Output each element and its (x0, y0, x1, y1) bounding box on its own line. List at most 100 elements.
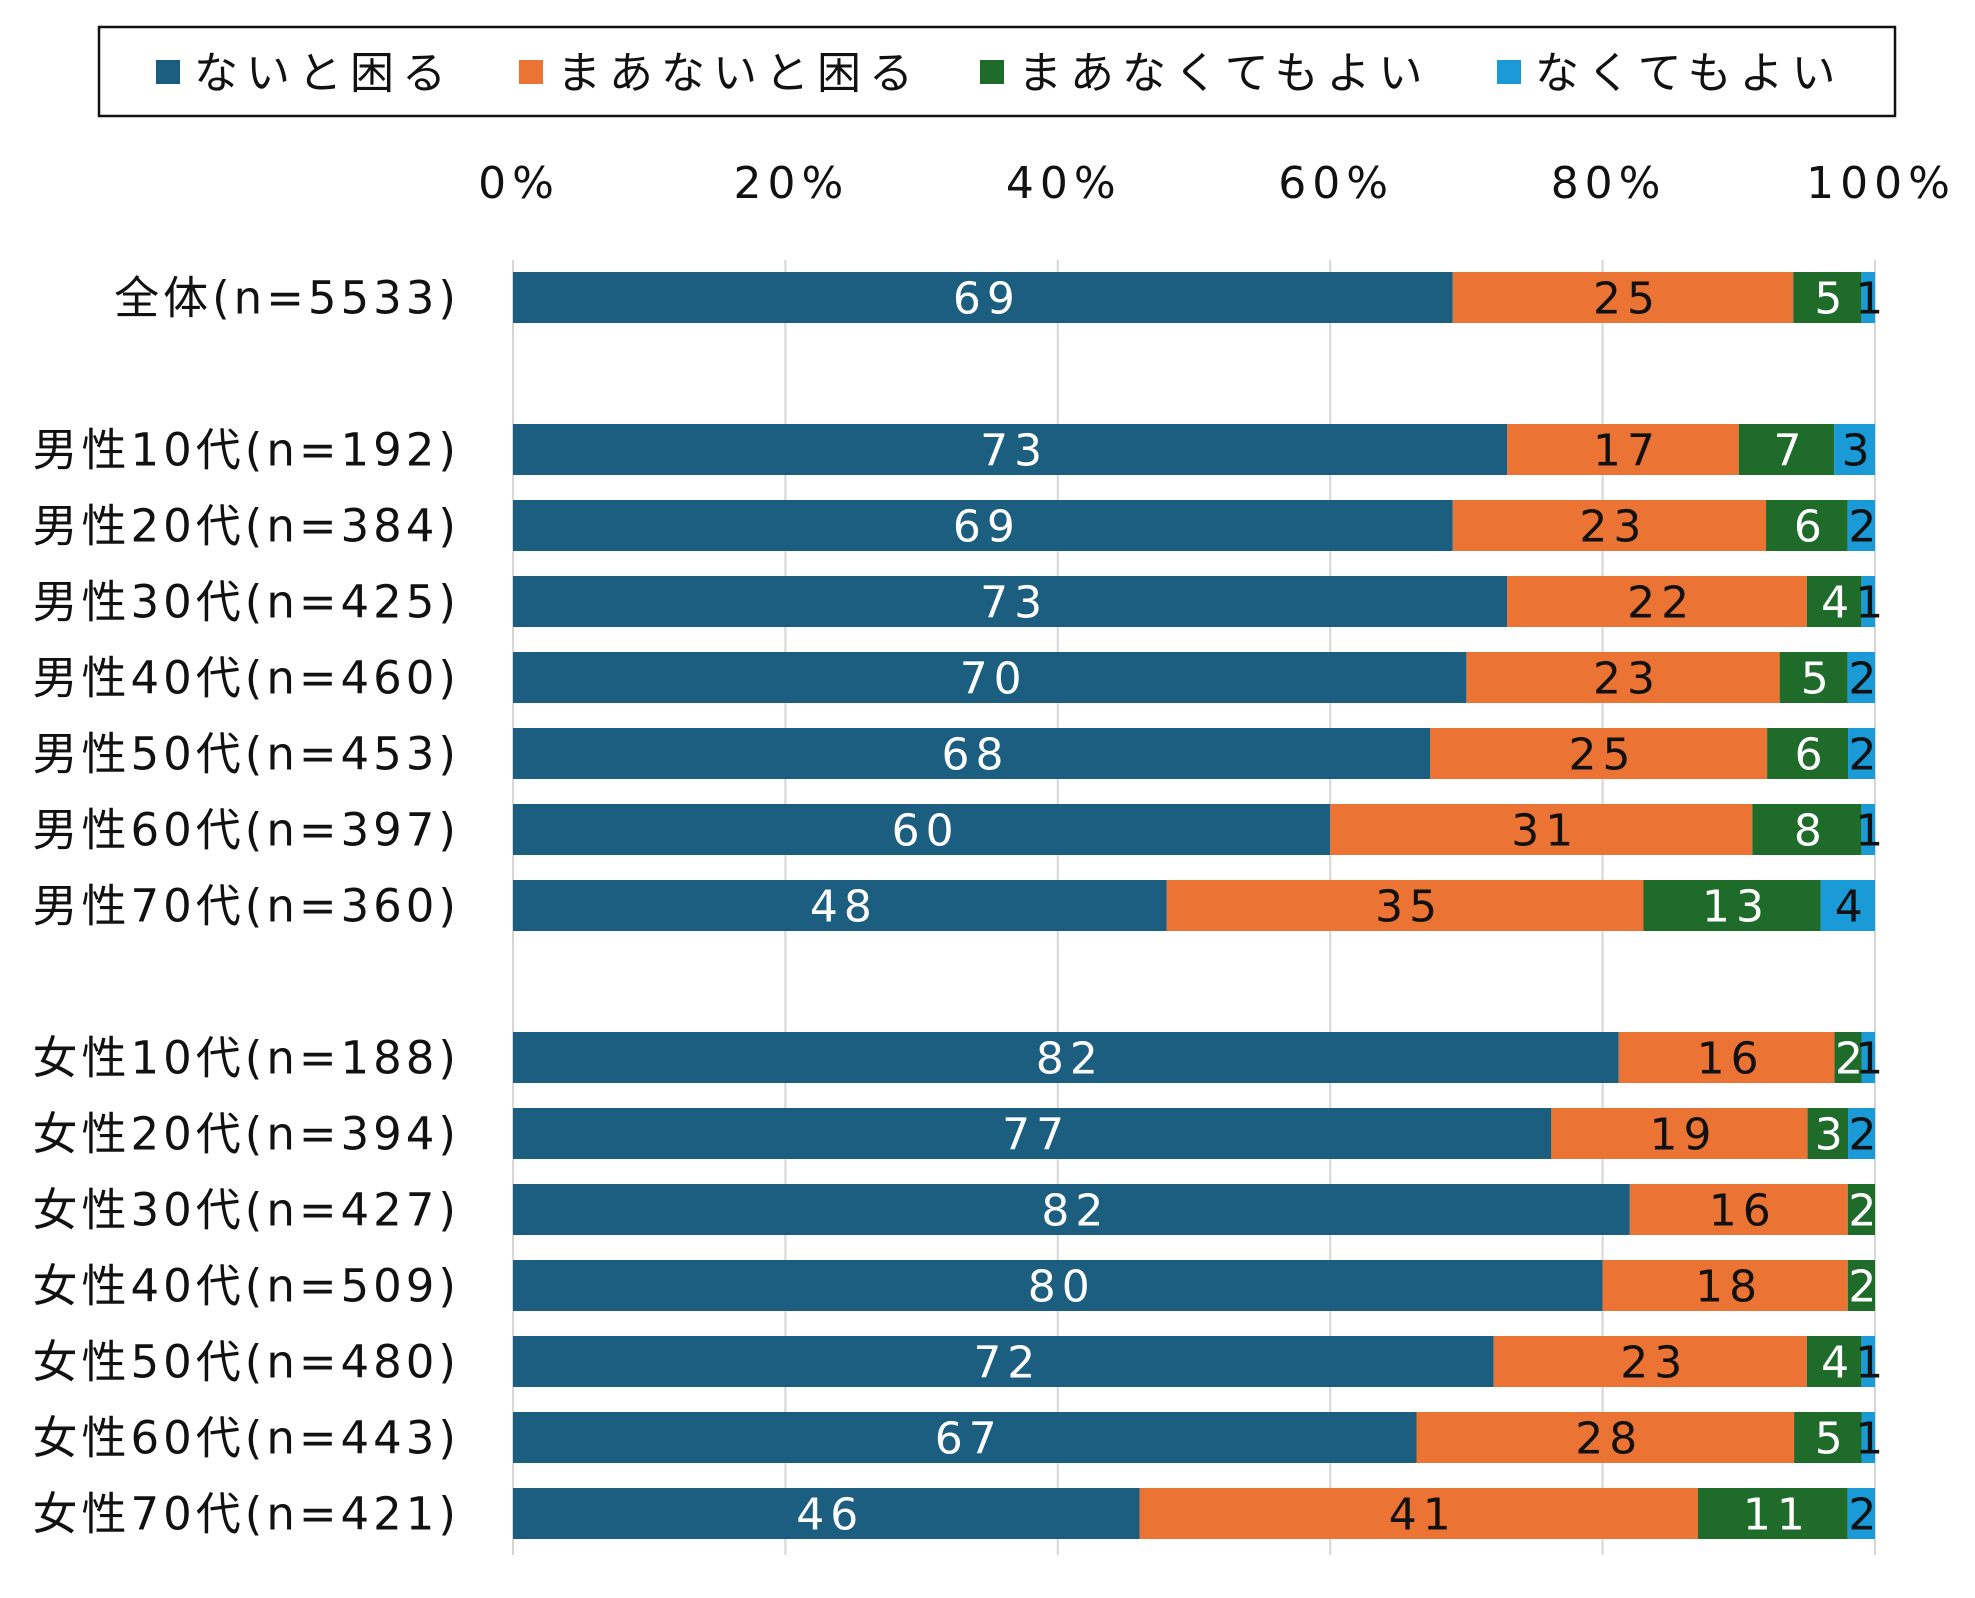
bar-segment (1806, 1336, 1862, 1387)
data-label: 41 (1389, 1490, 1457, 1541)
data-label: 70 (960, 654, 1028, 705)
category-label: 男性20代(n=384) (33, 500, 461, 553)
bar-segment (1847, 652, 1875, 703)
category-label: 男性70代(n=360) (33, 880, 461, 933)
bar-segment (1618, 1032, 1835, 1083)
data-label: 48 (810, 882, 878, 933)
bar-segment (513, 1260, 1603, 1311)
category-label: 男性50代(n=453) (33, 728, 461, 781)
data-label: 68 (941, 730, 1009, 781)
data-label: 25 (1593, 274, 1661, 325)
x-tick-label: 80% (1551, 158, 1667, 209)
bar-segment (513, 728, 1430, 779)
data-label: 69 (953, 274, 1021, 325)
category-label: 女性60代(n=443) (33, 1412, 461, 1465)
data-label: 4 (1835, 882, 1869, 933)
data-label: 18 (1695, 1262, 1763, 1313)
data-label: 2 (1848, 1262, 1882, 1313)
bar-segment (1507, 576, 1807, 627)
data-label: 5 (1815, 1414, 1849, 1465)
data-label: 1 (1855, 806, 1889, 857)
data-label: 82 (1036, 1034, 1104, 1085)
bar-segment (1643, 880, 1821, 931)
bar-segment (1820, 880, 1875, 931)
bar-segment (513, 1032, 1619, 1083)
bar-segment (1861, 272, 1875, 323)
legend-label: ないと困る (194, 48, 454, 99)
bar-segment (1330, 804, 1753, 855)
bar-segment (513, 576, 1508, 627)
category-label: 男性40代(n=460) (33, 652, 461, 705)
x-tick-label: 0% (478, 158, 560, 209)
data-label: 17 (1593, 426, 1661, 477)
data-label: 31 (1511, 806, 1579, 857)
data-label: 19 (1649, 1110, 1717, 1161)
data-label: 6 (1794, 502, 1828, 553)
data-label: 2 (1848, 502, 1882, 553)
bar-segment (513, 880, 1167, 931)
bar-segment (1807, 1108, 1849, 1159)
category-label: 男性10代(n=192) (33, 424, 461, 477)
bar-segment (513, 804, 1331, 855)
data-label: 2 (1848, 1186, 1882, 1237)
legend-items: ないと困る まあないと困る まあなくてもよい なくてもよい (156, 48, 1835, 99)
legend-swatch (1497, 60, 1521, 84)
bar-segment (1848, 728, 1875, 779)
x-axis-tick-labels: 0% 20% 40% 60% 80% 100% (478, 158, 1956, 209)
data-label: 46 (796, 1490, 864, 1541)
data-label: 1 (1855, 578, 1889, 629)
bar-segment (1861, 804, 1875, 855)
data-label: 23 (1593, 654, 1661, 705)
bar-segment (1847, 1184, 1875, 1235)
bar-segment (513, 1184, 1630, 1235)
bar-segment (1834, 1032, 1862, 1083)
data-label: 2 (1848, 1490, 1882, 1541)
data-label: 73 (980, 426, 1048, 477)
data-label: 77 (1002, 1110, 1070, 1161)
data-label: 67 (935, 1414, 1003, 1465)
bar-segment (1861, 1032, 1875, 1083)
bar-segment (513, 652, 1467, 703)
bar-segment (513, 1488, 1140, 1539)
bar-segment (1166, 880, 1644, 931)
bar-segment (513, 1336, 1494, 1387)
bar-segment (1416, 1412, 1795, 1463)
data-label: 4 (1821, 578, 1855, 629)
data-label: 1 (1855, 1414, 1889, 1465)
bars (513, 272, 1875, 1539)
value-labels: 69 25 5 173 17 7 369 23 6 273 22 4 170 23 5 268 25 6 260 31… (796, 274, 1889, 1541)
data-label: 4 (1821, 1338, 1855, 1389)
bar-segment (513, 1108, 1552, 1159)
bar-segment (1551, 1108, 1808, 1159)
bar-segment (513, 500, 1453, 551)
bar-segment (1861, 1336, 1875, 1387)
x-tick-label: 100% (1806, 158, 1956, 209)
bar-segment (513, 424, 1508, 475)
legend: ないと困る まあないと困る まあなくてもよい なくてもよい (97, 25, 1897, 118)
data-label: 16 (1697, 1034, 1765, 1085)
bar-segment (1752, 804, 1862, 855)
bar-segment (1139, 1488, 1698, 1539)
category-label: 男性30代(n=425) (33, 576, 461, 629)
data-label: 16 (1709, 1186, 1777, 1237)
x-tick-label: 20% (734, 158, 850, 209)
data-label: 23 (1620, 1338, 1688, 1389)
category-labels: 全体(n=5533) 男性10代(n=192) 男性20代(n=384) 男性30代(… (33, 272, 461, 1541)
data-label: 69 (953, 502, 1021, 553)
data-label: 3 (1842, 426, 1876, 477)
data-label: 72 (973, 1338, 1041, 1389)
bar-segment (1452, 272, 1794, 323)
bar-segment (1697, 1488, 1848, 1539)
data-label: 28 (1575, 1414, 1643, 1465)
data-label: 5 (1801, 654, 1835, 705)
data-label: 2 (1849, 730, 1883, 781)
bar-segment (513, 272, 1453, 323)
data-label: 3 (1815, 1110, 1849, 1161)
bar-segment (1466, 652, 1780, 703)
data-label: 80 (1028, 1262, 1096, 1313)
data-label: 5 (1814, 274, 1848, 325)
data-label: 82 (1041, 1186, 1109, 1237)
legend-swatch (980, 60, 1004, 84)
legend-label: まあないと困る (557, 48, 921, 99)
